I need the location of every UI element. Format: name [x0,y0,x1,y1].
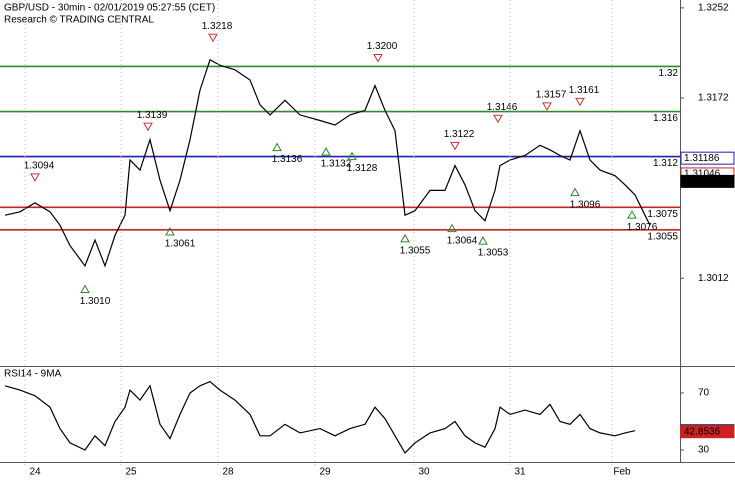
high-marker [30,173,40,182]
high-marker [143,122,153,132]
level-label: 1.312 [653,158,678,169]
low-marker [347,151,357,161]
high-marker [450,141,460,151]
low-marker [478,236,488,245]
high-label: 1.3200 [367,41,398,52]
low-marker [272,142,282,152]
price-box [680,425,735,439]
low-label: 1.3064 [447,235,478,246]
low-label: 1.3010 [80,296,111,307]
low-label: 1.3055 [400,245,431,256]
chart-title: GBP/USD - 30min - 02/01/2019 05:27:55 (C… [4,3,215,14]
low-label: 1.3053 [478,248,509,259]
high-label: 1.3146 [487,102,518,113]
level-label: 1.3055 [647,231,678,242]
x-tick-label: Feb [613,467,631,478]
y-tick-label: 30 [698,445,710,456]
low-label: 1.3076 [627,222,658,233]
price-box [680,174,735,188]
level-label: 1.316 [653,113,678,124]
low-label: 1.3132 [321,159,352,170]
y-tick-label: 70 [698,388,710,399]
level-label: 1.32 [659,68,679,79]
low-marker [80,284,90,294]
x-tick-label: 30 [418,467,430,478]
high-marker [542,102,552,111]
chart-subtitle: Research © TRADING CENTRAL [4,15,154,26]
x-tick-label: 24 [29,467,41,478]
x-tick-label: 25 [125,467,137,478]
x-tick-label: 29 [319,467,331,478]
high-label: 1.3161 [569,85,600,96]
y-tick-label: 1.3172 [698,93,729,104]
y-tick-label: 1.3012 [698,273,729,284]
series-line [4,58,651,268]
high-marker [373,53,383,63]
low-label: 1.3096 [570,199,601,210]
low-marker [321,147,331,156]
low-marker [165,227,175,236]
level-label: 1.3075 [647,209,678,220]
low-marker [570,187,580,197]
price-box-label: 1.3098 [684,176,715,187]
series-line [4,380,636,454]
high-label: 1.3122 [444,129,475,140]
x-tick-label: 28 [222,467,234,478]
low-label: 1.3061 [165,239,196,250]
price-box [680,151,735,165]
low-marker [400,233,410,243]
low-marker [447,223,457,233]
high-marker [208,33,218,43]
price-box-label: 42.8536 [684,426,721,437]
low-label: 1.3136 [272,154,303,165]
low-marker [627,210,637,219]
high-label: 1.3139 [137,110,168,121]
low-label: 1.3128 [347,163,378,174]
y-tick-label: 1.3252 [698,3,729,14]
x-tick-label: 31 [514,467,526,478]
rsi-title: RSI14 - 9MA [4,369,62,380]
high-label: 1.3094 [24,161,55,172]
high-label: 1.3218 [202,21,233,32]
price-box-label: 1.31186 [684,153,720,164]
high-marker [493,114,503,124]
high-label: 1.3157 [536,90,567,101]
price-box-label: 1.31046 [684,169,721,180]
high-marker [575,97,585,107]
